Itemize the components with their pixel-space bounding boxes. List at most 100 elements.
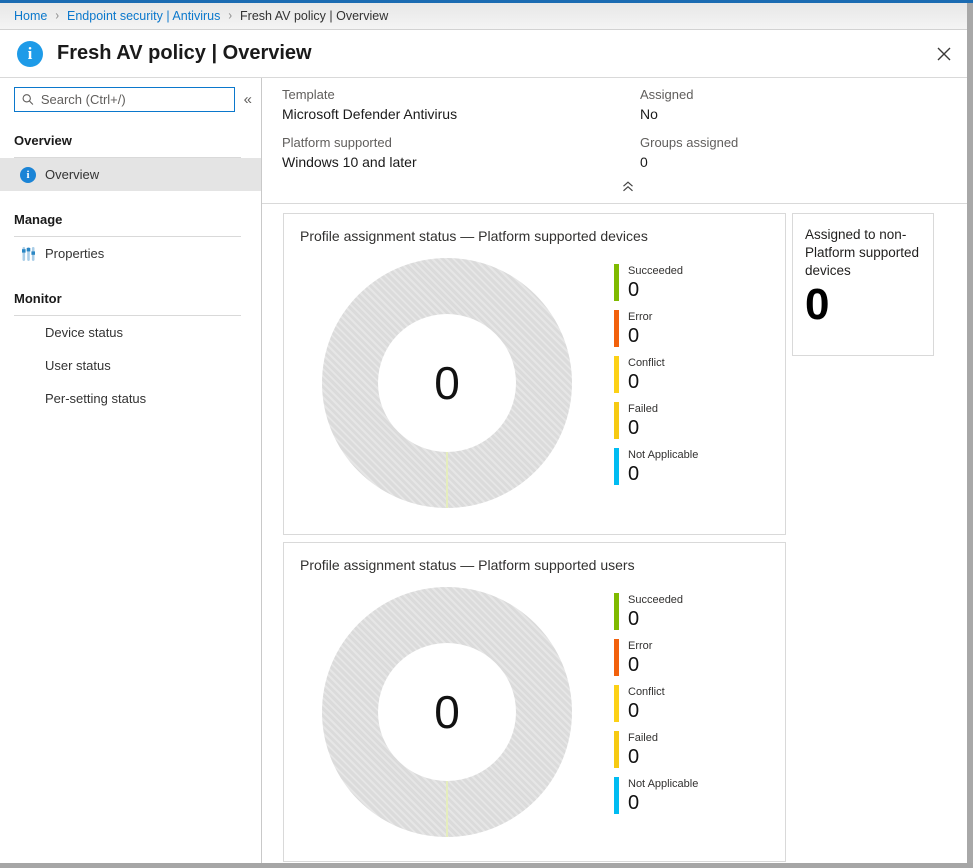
search-box[interactable] bbox=[14, 87, 235, 112]
field-label: Assigned bbox=[640, 87, 694, 102]
summary-field-platform-supported: Platform supported Windows 10 and later bbox=[282, 135, 640, 170]
summary-field-groups-assigned: Groups assigned 0 bbox=[640, 135, 973, 170]
close-button[interactable] bbox=[933, 43, 955, 65]
legend-item-conflict: Conflict 0 bbox=[614, 685, 698, 722]
chart-card-devices: Profile assignment status — Platform sup… bbox=[283, 213, 786, 535]
properties-sliders-icon bbox=[21, 246, 35, 261]
sidebar-item-per-setting-status[interactable]: Per-setting status bbox=[0, 382, 261, 415]
legend-label: Not Applicable bbox=[628, 449, 699, 461]
legend-color-bar bbox=[614, 356, 619, 393]
info-icon: i bbox=[20, 166, 36, 183]
donut-total-value: 0 bbox=[434, 357, 460, 409]
sidebar-item-label: Device status bbox=[45, 325, 124, 340]
breadcrumb: Home › Endpoint security | Antivirus › F… bbox=[0, 3, 973, 30]
legend-item-error: Error 0 bbox=[614, 639, 698, 676]
breadcrumb-endpoint-security-link[interactable]: Endpoint security | Antivirus bbox=[67, 9, 221, 23]
non-platform-devices-card: Assigned to non-Platform supported devic… bbox=[792, 213, 934, 356]
legend-color-bar bbox=[614, 685, 619, 722]
legend-color-bar bbox=[614, 402, 619, 439]
sidebar-item-properties[interactable]: Properties bbox=[0, 237, 261, 270]
legend-color-bar bbox=[614, 264, 619, 301]
side-card-title: Assigned to non-Platform supported devic… bbox=[805, 227, 920, 279]
donut-chart-devices: 0 bbox=[322, 258, 572, 508]
summary-field-template: Template Microsoft Defender Antivirus bbox=[282, 87, 640, 122]
breadcrumb-current-page: Fresh AV policy | Overview bbox=[240, 9, 389, 23]
sidebar-item-user-status[interactable]: User status bbox=[0, 349, 261, 382]
field-value: No bbox=[640, 106, 658, 122]
legend-value: 0 bbox=[628, 417, 640, 439]
chart-legend: Succeeded 0 Error 0 bbox=[614, 258, 698, 508]
legend-value: 0 bbox=[628, 746, 640, 768]
close-icon bbox=[937, 47, 951, 60]
field-value: Microsoft Defender Antivirus bbox=[282, 106, 458, 122]
legend-item-not-applicable: Not Applicable 0 bbox=[614, 448, 698, 485]
breadcrumb-separator-icon: › bbox=[55, 8, 60, 24]
legend-item-failed: Failed 0 bbox=[614, 731, 698, 768]
legend-label: Failed bbox=[628, 403, 658, 415]
legend-value: 0 bbox=[628, 792, 640, 814]
side-card-value: 0 bbox=[805, 279, 830, 329]
main-content: Template Microsoft Defender Antivirus As… bbox=[262, 78, 973, 863]
window-right-border bbox=[967, 3, 973, 868]
legend-label: Succeeded bbox=[628, 265, 684, 277]
titlebar: i Fresh AV policy | Overview bbox=[0, 30, 973, 78]
breadcrumb-home-link[interactable]: Home bbox=[14, 9, 48, 23]
sidebar-item-label: Properties bbox=[45, 246, 105, 261]
nav-section-monitor: Monitor bbox=[14, 291, 62, 306]
policy-summary: Template Microsoft Defender Antivirus As… bbox=[262, 78, 973, 204]
legend-color-bar bbox=[614, 448, 619, 485]
legend-label: Error bbox=[628, 311, 653, 323]
legend-color-bar bbox=[614, 310, 619, 347]
legend-item-failed: Failed 0 bbox=[614, 402, 698, 439]
legend-value: 0 bbox=[628, 700, 640, 722]
overview-content: Profile assignment status — Platform sup… bbox=[262, 204, 973, 862]
sidebar-item-label: User status bbox=[45, 358, 111, 373]
field-value: Windows 10 and later bbox=[282, 154, 417, 170]
window-bottom-border bbox=[0, 863, 973, 868]
legend-color-bar bbox=[614, 777, 619, 814]
field-label: Platform supported bbox=[282, 135, 392, 150]
donut-zero-slice bbox=[446, 780, 448, 837]
legend-color-bar bbox=[614, 639, 619, 676]
legend-label: Error bbox=[628, 640, 653, 652]
donut-ring: 0 bbox=[322, 258, 572, 508]
sidebar-item-device-status[interactable]: Device status bbox=[0, 316, 261, 349]
field-value: 0 bbox=[640, 154, 648, 170]
legend-value: 0 bbox=[628, 279, 640, 301]
chart-title: Profile assignment status — Platform sup… bbox=[300, 557, 635, 573]
divider bbox=[14, 236, 241, 237]
chart-card-users: Profile assignment status — Platform sup… bbox=[283, 542, 786, 862]
summary-collapse-button[interactable] bbox=[620, 178, 636, 197]
legend-item-conflict: Conflict 0 bbox=[614, 356, 698, 393]
legend-item-not-applicable: Not Applicable 0 bbox=[614, 777, 698, 814]
legend-color-bar bbox=[614, 593, 619, 630]
donut-total-value: 0 bbox=[434, 686, 460, 738]
legend-label: Failed bbox=[628, 732, 658, 744]
sidebar-item-label: Overview bbox=[45, 167, 100, 182]
divider bbox=[14, 157, 241, 158]
legend-label: Succeeded bbox=[628, 594, 684, 606]
legend-label: Conflict bbox=[628, 357, 665, 369]
summary-field-assigned: Assigned No bbox=[640, 87, 973, 122]
legend-value: 0 bbox=[628, 654, 640, 676]
nav-section-manage: Manage bbox=[14, 212, 63, 227]
chart-legend: Succeeded 0 Error 0 bbox=[614, 587, 698, 837]
donut-chart-users: 0 bbox=[322, 587, 572, 837]
double-chevron-up-icon bbox=[622, 181, 633, 192]
sidebar-item-overview[interactable]: i Overview bbox=[0, 158, 261, 191]
legend-value: 0 bbox=[628, 608, 640, 630]
search-input[interactable] bbox=[40, 92, 227, 107]
field-label: Groups assigned bbox=[640, 135, 739, 150]
legend-label: Not Applicable bbox=[628, 778, 699, 790]
sidebar-collapse-button[interactable]: « bbox=[239, 89, 257, 110]
legend-item-succeeded: Succeeded 0 bbox=[614, 264, 698, 301]
field-label: Template bbox=[282, 87, 335, 102]
chart-title: Profile assignment status — Platform sup… bbox=[300, 228, 648, 244]
search-icon bbox=[22, 94, 34, 105]
divider bbox=[14, 315, 241, 316]
window-top-accent bbox=[0, 0, 973, 3]
donut-zero-slice bbox=[446, 451, 448, 508]
legend-value: 0 bbox=[628, 463, 640, 485]
sidebar-item-label: Per-setting status bbox=[45, 391, 147, 406]
legend-label: Conflict bbox=[628, 686, 665, 698]
